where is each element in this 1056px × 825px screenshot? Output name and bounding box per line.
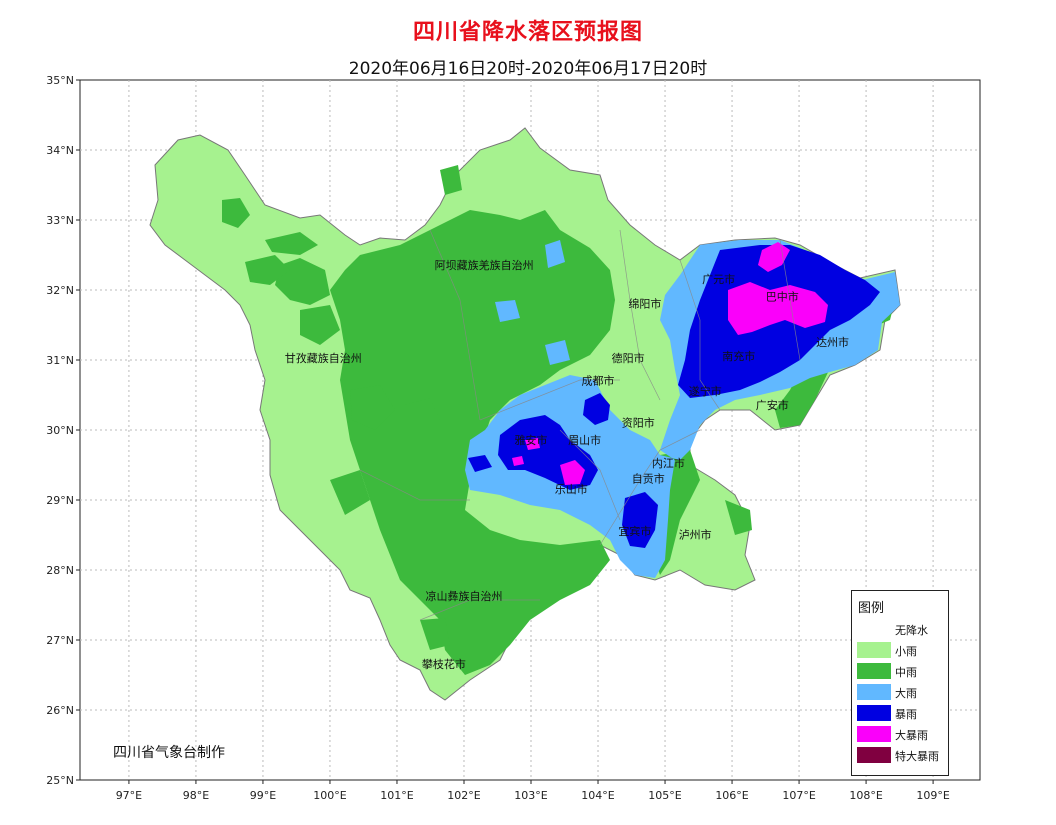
lon-tick-label: 101°E <box>380 789 413 802</box>
lat-tick-label: 33°N <box>46 214 74 227</box>
moderate-rain-area <box>245 255 290 285</box>
city-label: 雅安市 <box>515 433 548 447</box>
lon-tick-label: 102°E <box>447 789 480 802</box>
lat-tick-label: 25°N <box>46 774 74 787</box>
city-label: 凉山彝族自治州 <box>425 589 502 603</box>
credit-text: 四川省气象台制作 <box>113 745 225 761</box>
lon-tick-label: 99°E <box>250 789 276 802</box>
legend-swatch <box>857 747 891 763</box>
city-label: 眉山市 <box>568 433 601 447</box>
legend: 图例 无降水小雨中雨大雨暴雨大暴雨特大暴雨 <box>851 590 949 776</box>
legend-swatch <box>857 726 891 742</box>
lon-tick-label: 100°E <box>313 789 346 802</box>
lon-tick-label: 108°E <box>849 789 882 802</box>
city-label: 泸州市 <box>679 528 712 542</box>
heavy-rain-area <box>545 240 565 268</box>
lat-tick-label: 30°N <box>46 424 74 437</box>
lat-tick-label: 28°N <box>46 564 74 577</box>
moderate-rain-area <box>300 305 340 345</box>
lon-tick-label: 97°E <box>116 789 142 802</box>
city-label: 南充市 <box>722 349 755 363</box>
city-label: 成都市 <box>582 374 615 388</box>
city-label: 攀枝花市 <box>422 657 466 671</box>
legend-label: 大暴雨 <box>895 729 928 742</box>
legend-label: 特大暴雨 <box>895 750 939 763</box>
lat-tick-label: 32°N <box>46 284 74 297</box>
rainstorm-area <box>622 492 658 548</box>
lat-tick-label: 27°N <box>46 634 74 647</box>
legend-item: 大雨 <box>857 682 945 700</box>
lat-tick-label: 31°N <box>46 354 74 367</box>
moderate-rain-area <box>222 198 250 228</box>
legend-item: 小雨 <box>857 640 945 658</box>
lat-tick-label: 34°N <box>46 144 74 157</box>
legend-swatch <box>857 705 891 721</box>
lon-tick-label: 103°E <box>514 789 547 802</box>
legend-label: 中雨 <box>895 666 917 679</box>
lon-tick-label: 98°E <box>183 789 209 802</box>
heavy-rainstorm-areas <box>512 242 828 485</box>
legend-label: 小雨 <box>895 645 917 658</box>
map-title: 四川省降水落区预报图 <box>412 20 643 45</box>
lon-tick-label: 106°E <box>715 789 748 802</box>
legend-swatch <box>857 642 891 658</box>
heavy-rainstorm-area <box>525 438 540 450</box>
lat-tick-label: 35°N <box>46 74 74 87</box>
city-label: 资阳市 <box>622 416 655 430</box>
lon-tick-label: 107°E <box>782 789 815 802</box>
city-label: 内江市 <box>652 456 685 470</box>
moderate-rain-area <box>420 618 450 650</box>
rainstorm-area <box>583 393 610 425</box>
lon-tick-label: 105°E <box>648 789 681 802</box>
city-label: 德阳市 <box>612 351 645 365</box>
prefecture-boundaries <box>359 229 801 621</box>
city-label: 宜宾市 <box>618 524 651 538</box>
lon-tick-label: 109°E <box>916 789 949 802</box>
lat-tick-label: 26°N <box>46 704 74 717</box>
city-label: 广元市 <box>702 272 735 286</box>
city-label: 达州市 <box>816 335 849 349</box>
city-label: 乐山市 <box>555 482 588 496</box>
legend-item: 中雨 <box>857 661 945 679</box>
legend-item: 暴雨 <box>857 703 945 721</box>
heavy-rain-area <box>495 300 520 322</box>
legend-label: 大雨 <box>895 687 917 700</box>
legend-swatch <box>857 684 891 700</box>
city-label: 绵阳市 <box>628 297 661 311</box>
moderate-rain-area <box>350 385 395 430</box>
legend-item: 无降水 <box>857 619 945 637</box>
heavy-rainstorm-area <box>512 456 524 466</box>
city-label: 广安市 <box>756 398 789 412</box>
moderate-rain-area <box>775 368 830 428</box>
legend-label: 暴雨 <box>895 708 917 721</box>
map-subtitle: 2020年06月16日20时-2020年06月17日20时 <box>348 59 708 79</box>
moderate-rain-area <box>330 470 370 515</box>
rainstorm-area <box>468 455 492 472</box>
moderate-rain-area <box>725 500 752 535</box>
lat-tick-label: 29°N <box>46 494 74 507</box>
moderate-rain-area <box>265 232 318 255</box>
legend-item: 大暴雨 <box>857 724 945 742</box>
heavy-rainstorm-area <box>560 460 585 485</box>
heavy-rainstorm-area <box>728 282 828 335</box>
lon-tick-label: 104°E <box>581 789 614 802</box>
heavy-rainstorm-area <box>758 242 790 272</box>
legend-swatch <box>857 621 891 637</box>
moderate-rain-area <box>440 165 462 195</box>
legend-swatch <box>857 663 891 679</box>
moderate-rain-area <box>405 398 440 440</box>
heavy-rain-area <box>545 340 570 365</box>
city-label: 巴中市 <box>766 290 799 304</box>
legend-item: 特大暴雨 <box>857 745 945 763</box>
city-label: 阿坝藏族羌族自治州 <box>435 258 534 272</box>
city-label: 甘孜藏族自治州 <box>285 351 362 365</box>
city-label: 自贡市 <box>632 472 665 486</box>
legend-label: 无降水 <box>895 624 928 637</box>
legend-title: 图例 <box>858 601 885 616</box>
city-label: 遂宁市 <box>689 384 722 398</box>
